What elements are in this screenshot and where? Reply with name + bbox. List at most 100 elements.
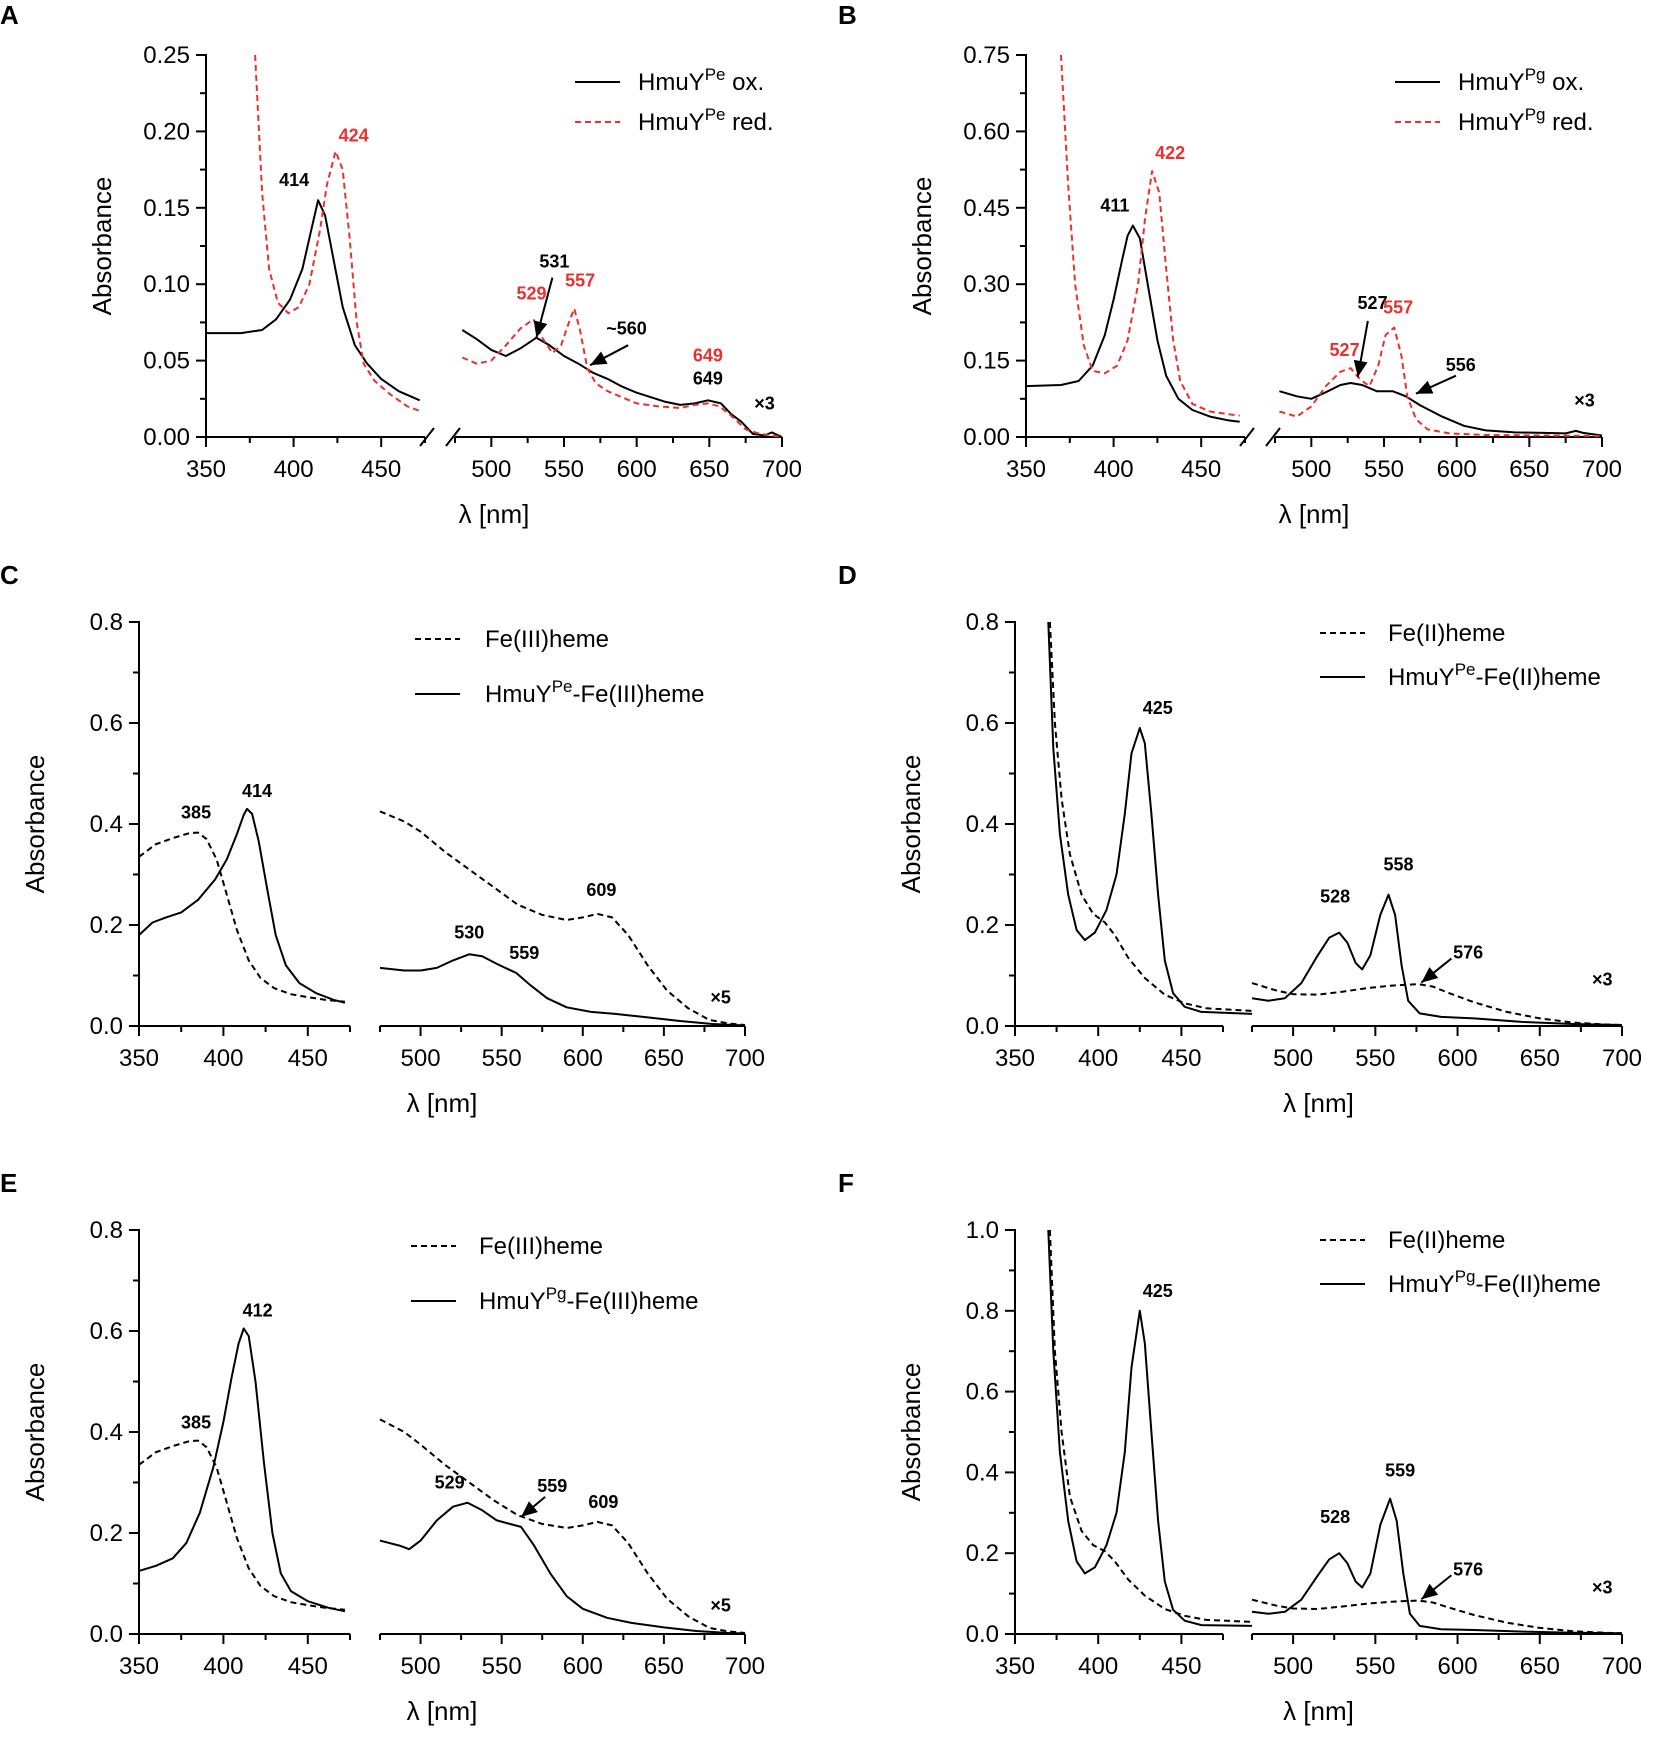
legend-suffix: -Fe(II)heme (1475, 664, 1600, 691)
peak-label: 556 (1446, 355, 1476, 375)
y-tick-label: 0.8 (90, 609, 123, 636)
series-line (461, 307, 783, 438)
peak-label: 559 (509, 943, 539, 963)
axis-break-mark (445, 427, 461, 447)
x-tick-label: 500 (1273, 1045, 1313, 1072)
panel-e: E 0.0 0.2 0.4 0.6 0.8 Absorbance 350 400 450 500 55… (0, 1168, 765, 1726)
series-line (1048, 1229, 1253, 1623)
y-tick-label: 0.15 (143, 195, 190, 222)
panel-f: F 0.0 0.2 0.4 0.6 0.8 1.0 Absorbance 350 400 450 50… (838, 1168, 1642, 1726)
legend-name: HmuY (638, 109, 705, 136)
x-tick-label: 650 (1520, 1653, 1560, 1680)
y-tick-label: 0.30 (963, 271, 1010, 298)
legend-suffix: red. (725, 109, 773, 136)
series-line (1047, 621, 1253, 1015)
peak-label: 411 (1100, 196, 1129, 216)
y-tick-label: 0.60 (963, 118, 1010, 145)
x-tick-label: 550 (1364, 456, 1404, 483)
series-line (138, 1439, 346, 1611)
peak-label: 527 (1358, 293, 1388, 313)
x-tick-label: 550 (482, 1653, 522, 1680)
axis-break-mark (1265, 427, 1281, 447)
x-tick-label: 550 (1355, 1045, 1395, 1072)
y-tick-label: 0.00 (143, 424, 190, 451)
panel-label: C (0, 560, 19, 590)
peak-label: 412 (243, 1300, 273, 1320)
y-tick-label: 0.45 (963, 195, 1010, 222)
series-line (461, 329, 783, 438)
panel-d: D 0.0 0.2 0.4 0.6 0.8 Absorbance 350 400 450 500 55… (838, 560, 1642, 1118)
x-tick-label: 600 (1437, 456, 1477, 483)
peak-label: 424 (339, 125, 369, 145)
arrow-head (1353, 359, 1368, 377)
legend-sup: Pe (552, 677, 573, 696)
y-axis-title: Absorbance (20, 755, 50, 894)
peak-label: ×3 (754, 393, 775, 413)
x-tick-label: 550 (544, 456, 584, 483)
legend-label: HmuYPg red. (1458, 105, 1594, 136)
legend-name: HmuY (479, 1288, 546, 1315)
y-tick-label: 1.0 (966, 1217, 999, 1244)
x-tick-label: 500 (471, 456, 511, 483)
legend-suffix: red. (1545, 109, 1593, 136)
y-tick-label: 0.8 (90, 1217, 123, 1244)
legend-suffix: ox. (1545, 69, 1584, 96)
peak-label: 425 (1143, 698, 1173, 718)
peak-label: ×3 (1592, 1578, 1613, 1598)
y-tick-label: 0.6 (966, 1379, 999, 1406)
x-tick-label: 350 (1006, 456, 1046, 483)
legend-label: HmuYPg-Fe(II)heme (1388, 1267, 1601, 1298)
series-line (138, 831, 346, 1003)
peak-label: 527 (1330, 340, 1360, 360)
panel-label: A (0, 0, 19, 30)
legend-sup: Pe (705, 105, 726, 124)
panel-label: B (838, 0, 857, 30)
x-tick-label: 400 (274, 456, 314, 483)
series-line (1251, 893, 1623, 1026)
x-tick-label: 700 (725, 1653, 765, 1680)
panel-c: C 0.0 0.2 0.4 0.6 0.8 Absorbance 350 400 450 500 55… (0, 560, 765, 1118)
peak-label: 558 (1383, 855, 1413, 875)
legend-name: HmuY (1388, 1271, 1455, 1298)
x-tick-label: 450 (1161, 1045, 1201, 1072)
x-tick-label: 500 (1273, 1653, 1313, 1680)
y-axis-title: Absorbance (896, 755, 926, 894)
y-tick-label: 0.2 (966, 1540, 999, 1567)
legend-name: HmuY (485, 681, 552, 708)
y-axis-title: Absorbance (20, 1363, 50, 1502)
legend-label: Fe(III)heme (479, 1233, 603, 1260)
arrow-head (1421, 1583, 1439, 1600)
y-tick-label: 0.15 (963, 348, 1010, 375)
legend-label: HmuYPe-Fe(III)heme (485, 677, 705, 708)
arrow-head (533, 320, 548, 338)
y-tick-label: 0.00 (963, 424, 1010, 451)
x-tick-label: 550 (1355, 1653, 1395, 1680)
y-tick-label: 0.6 (966, 710, 999, 737)
y-tick-label: 0.2 (966, 912, 999, 939)
peak-label: ~560 (606, 319, 647, 339)
series-line (1279, 326, 1603, 437)
panel-a: A 0.00 0.05 0.10 0.15 0.20 0.25 Absorbance 350 40… (0, 0, 802, 529)
axis-break-mark (1239, 427, 1255, 447)
peak-label: 385 (181, 803, 211, 823)
series-line (1251, 982, 1623, 1026)
y-tick-label: 0.0 (90, 1621, 123, 1648)
y-tick-label: 0.6 (90, 1318, 123, 1345)
y-tick-label: 0.2 (90, 1520, 123, 1547)
series-line (1025, 224, 1240, 423)
axis-break-mark (419, 427, 435, 447)
x-tick-label: 450 (1161, 1653, 1201, 1680)
legend-name: Fe(III)heme (485, 626, 609, 653)
series-line (379, 953, 746, 1027)
x-tick-label: 400 (1078, 1653, 1118, 1680)
legend-sup: Pg (1525, 65, 1546, 84)
y-tick-label: 0.0 (90, 1013, 123, 1040)
y-tick-label: 0.4 (90, 1419, 123, 1446)
series-line (1279, 382, 1603, 437)
y-tick-label: 0.0 (966, 1621, 999, 1648)
legend-suffix: ox. (725, 69, 764, 96)
y-tick-label: 0.4 (966, 811, 999, 838)
legend-label: HmuYPe-Fe(II)heme (1388, 660, 1601, 691)
series-line (206, 199, 421, 402)
y-tick-label: 0.0 (966, 1013, 999, 1040)
